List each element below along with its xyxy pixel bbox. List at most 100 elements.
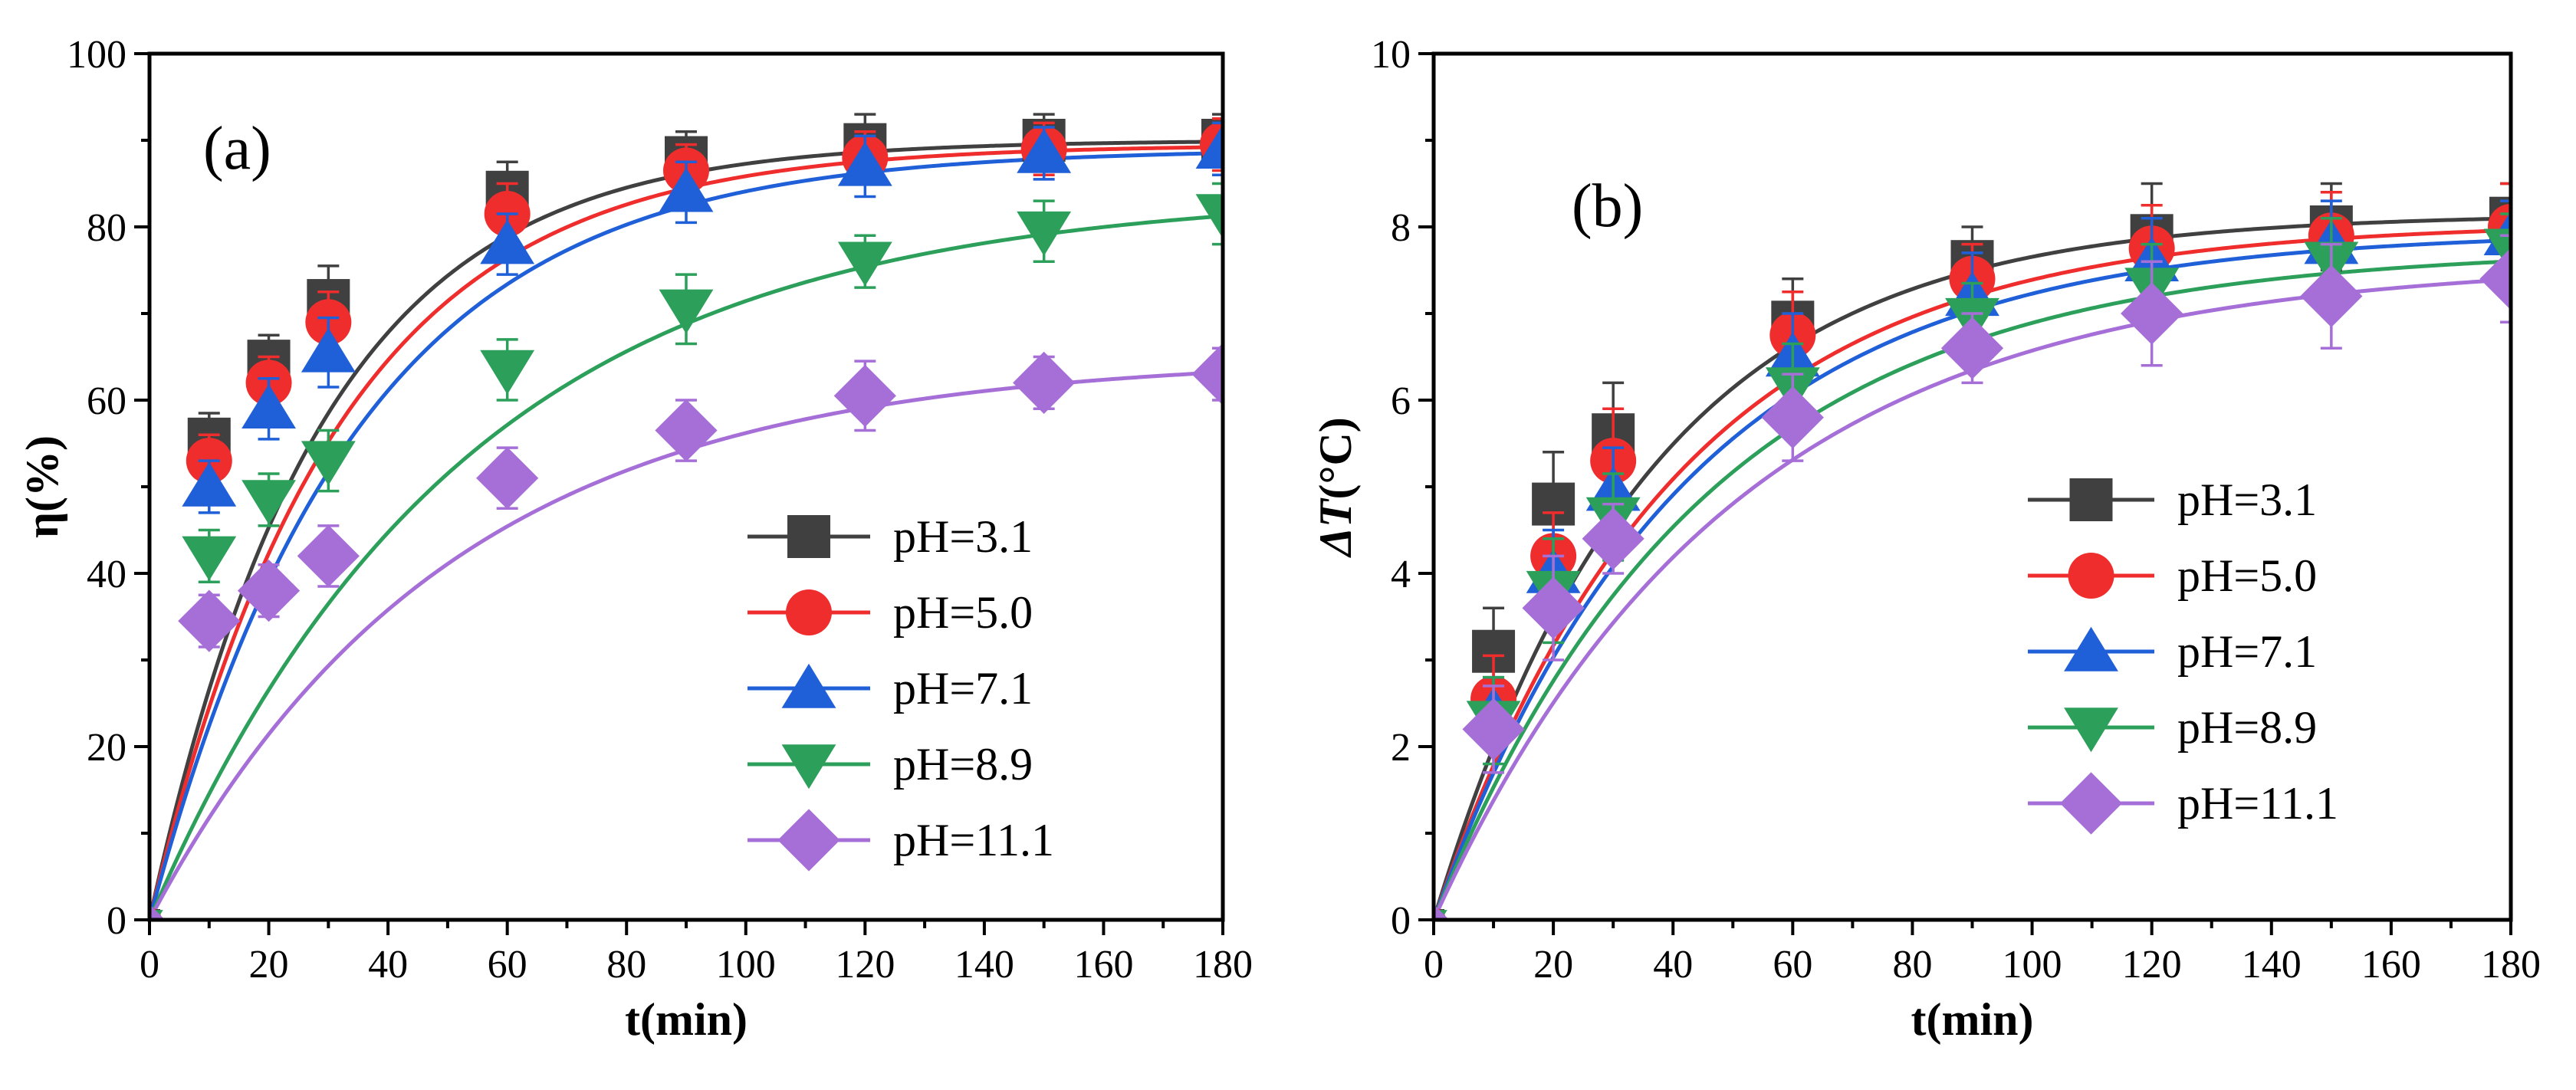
data-point — [837, 241, 892, 287]
data-point — [150, 904, 166, 920]
legend-marker — [777, 809, 840, 872]
x-tick-label: 40 — [1653, 943, 1693, 987]
fit-curve — [150, 140, 1223, 920]
legend-marker — [2059, 772, 2123, 835]
legend-label: pH=8.9 — [2177, 702, 2317, 753]
y-tick-label: 100 — [67, 33, 127, 77]
x-tick-label: 180 — [2481, 943, 2541, 987]
x-tick-label: 60 — [488, 943, 527, 987]
x-tick-label: 80 — [606, 943, 646, 987]
x-tick-label: 20 — [249, 943, 289, 987]
legend-label: pH=5.0 — [2177, 550, 2317, 601]
chart-panel-2: 0 20 40 60 80 100 120 140 160 1800246810t(min)ΔT(… — [1310, 33, 2541, 1045]
data-point — [480, 219, 535, 264]
legend-marker — [786, 589, 832, 635]
data-point — [2121, 282, 2183, 345]
legend: pH=3.1 pH=5.0 pH=7.1 pH=8.9 pH=11.1 — [748, 511, 1054, 872]
x-tick-label: 80 — [1892, 943, 1932, 987]
chart-panel-1: 0 20 40 60 80 100 120 140 160 180 0 20 40 60 80 100 t(mi… — [17, 33, 1253, 1045]
data-point — [1761, 386, 1824, 449]
y-axis-title-symbol: ΔT — [1310, 497, 1361, 558]
legend-label: pH=11.1 — [893, 815, 1054, 865]
y-tick-label: 6 — [1391, 379, 1411, 423]
series-points-pH=3.1 — [150, 113, 1223, 920]
y-tick-label: 2 — [1391, 726, 1411, 770]
y-tick-label: 40 — [87, 553, 127, 596]
series-points-pH=5.0 — [150, 117, 1223, 920]
data-point — [659, 167, 714, 212]
data-point — [1017, 128, 1072, 173]
x-axis-title: t(min) — [1911, 994, 2034, 1045]
data-point — [1940, 317, 2004, 379]
series-points-pH=11.1 — [1434, 234, 2511, 920]
legend-marker — [2068, 553, 2114, 599]
data-point — [297, 524, 360, 587]
data-point — [1522, 576, 1585, 639]
series-points-pH=8.9 — [150, 182, 1223, 920]
data-point — [1434, 904, 1450, 920]
series-points-pH=11.1 — [150, 343, 1223, 920]
y-tick-label: 10 — [1371, 33, 1411, 77]
x-tick-label: 100 — [716, 943, 776, 987]
data-point — [301, 441, 356, 486]
legend-label: pH=8.9 — [893, 739, 1033, 790]
x-tick-label: 0 — [1424, 943, 1444, 987]
data-point — [659, 289, 714, 334]
y-tick-label: 0 — [107, 899, 127, 943]
legend-label: pH=7.1 — [2177, 626, 2317, 677]
series-points-pH=8.9 — [1434, 212, 2511, 920]
panel-label: (b) — [1572, 172, 1643, 240]
data-point — [2483, 228, 2511, 274]
legend-marker — [787, 515, 830, 558]
data-point — [655, 399, 718, 462]
data-point — [1195, 124, 1223, 169]
panel-label: (a) — [203, 115, 271, 182]
x-tick-label: 180 — [1193, 943, 1253, 987]
x-tick-label: 120 — [2122, 943, 2182, 987]
x-axis-title: t(min) — [625, 994, 748, 1045]
series-pH=3.1 — [150, 140, 1223, 920]
plot-area — [150, 113, 1223, 920]
data-point — [1582, 507, 1644, 570]
series-points-pH=7.1 — [150, 121, 1223, 920]
x-tick-label: 160 — [1073, 943, 1133, 987]
x-tick-label: 120 — [835, 943, 895, 987]
x-tick-label: 20 — [1533, 943, 1573, 987]
data-point — [1462, 698, 1525, 760]
legend-label: pH=5.0 — [893, 587, 1033, 638]
legend-label: pH=11.1 — [2177, 778, 2338, 829]
data-point — [476, 447, 539, 510]
data-point — [2479, 248, 2511, 310]
y-tick-label: 20 — [87, 726, 127, 770]
data-point — [833, 364, 896, 427]
x-tick-label: 160 — [2361, 943, 2421, 987]
data-point — [1195, 194, 1223, 239]
data-point — [1017, 211, 1072, 256]
fit-curve — [150, 151, 1223, 920]
plot-area — [1434, 182, 2511, 920]
plot-frame — [147, 51, 1225, 922]
y-axis-title: ΔT(°C) — [1310, 417, 1361, 558]
x-tick-label: 140 — [955, 943, 1014, 987]
data-point — [242, 384, 296, 429]
legend-marker — [2069, 478, 2113, 521]
series-pH=7.1 — [150, 151, 1223, 920]
y-tick-label: 60 — [87, 379, 127, 423]
x-tick-label: 100 — [2003, 943, 2062, 987]
legend-marker — [2064, 708, 2118, 753]
y-tick-label: 80 — [87, 206, 127, 250]
plot-frame — [1431, 51, 2513, 922]
data-point — [237, 560, 301, 622]
legend: pH=3.1 pH=5.0 pH=7.1 pH=8.9 pH=11.1 — [2028, 474, 2338, 835]
legend-label: pH=3.1 — [893, 511, 1033, 562]
y-tick-label: 4 — [1391, 553, 1411, 596]
x-tick-label: 40 — [368, 943, 408, 987]
y-tick-label: 8 — [1391, 206, 1411, 250]
legend-marker — [2064, 626, 2118, 671]
data-point — [178, 589, 241, 652]
data-point — [301, 327, 356, 373]
data-point — [242, 480, 296, 525]
y-axis-title-unit: (°C) — [1310, 417, 1361, 499]
x-tick-label: 0 — [140, 943, 159, 987]
